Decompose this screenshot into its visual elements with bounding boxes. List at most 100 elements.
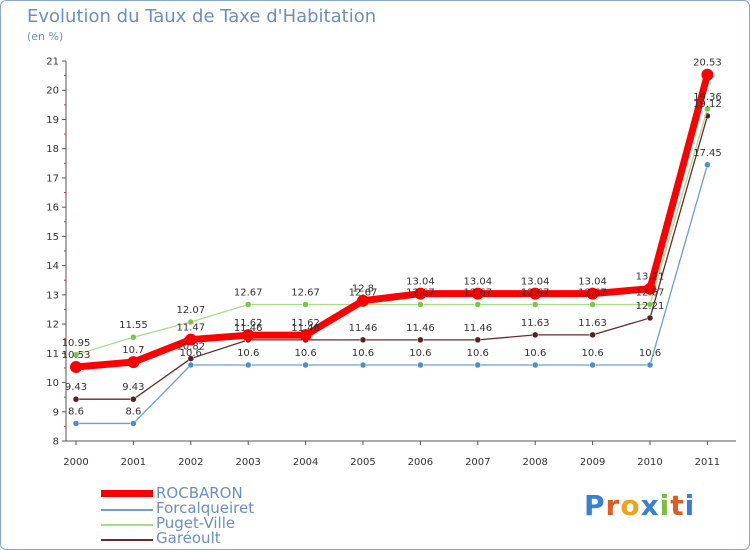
data-label: 12.67 bbox=[636, 287, 665, 298]
data-label: 10.6 bbox=[467, 348, 489, 359]
y-tick-label: 19 bbox=[46, 115, 59, 126]
y-tick-label: 12 bbox=[46, 320, 59, 331]
data-point bbox=[704, 105, 711, 113]
data-label: 12.67 bbox=[291, 287, 320, 298]
data-point bbox=[589, 361, 596, 369]
data-label: 12.21 bbox=[636, 301, 665, 312]
data-point bbox=[417, 301, 424, 308]
legend-label: Puget-Ville bbox=[156, 514, 236, 532]
data-point bbox=[589, 331, 596, 339]
data-label: 13.04 bbox=[463, 277, 492, 288]
data-label: 10.6 bbox=[180, 348, 202, 359]
data-point bbox=[72, 351, 80, 359]
data-label: 17.45 bbox=[693, 148, 722, 159]
data-label: 10.6 bbox=[524, 348, 546, 359]
data-point bbox=[244, 361, 252, 369]
series-line-rocbaron bbox=[72, 71, 711, 371]
data-label: 8.6 bbox=[125, 406, 141, 417]
logo-letter: r bbox=[605, 489, 621, 522]
y-tick-label: 14 bbox=[46, 261, 59, 272]
y-tick-label: 8 bbox=[53, 437, 59, 448]
data-point bbox=[187, 355, 195, 362]
logo-letter: P bbox=[584, 489, 606, 522]
data-point bbox=[187, 361, 195, 369]
data-point bbox=[414, 287, 427, 300]
data-label: 8.6 bbox=[68, 406, 84, 417]
data-point bbox=[474, 361, 482, 369]
data-label: 10.6 bbox=[409, 348, 431, 359]
data-label: 10.6 bbox=[639, 348, 661, 359]
data-label: 11.46 bbox=[234, 323, 263, 334]
data-point bbox=[646, 361, 654, 369]
logo-letter: o bbox=[620, 489, 641, 522]
data-point bbox=[474, 336, 482, 344]
series-line-garéoult bbox=[75, 115, 709, 400]
data-point bbox=[646, 301, 654, 308]
data-label: 11.63 bbox=[521, 318, 550, 329]
data-label: 11.62 bbox=[291, 318, 320, 329]
line-chart: 8 9 10 11 12 13 14 15 16 17 18 19 20 21 2000 2001 2002 20… bbox=[46, 57, 736, 468]
data-point bbox=[417, 361, 424, 369]
data-label: 19.36 bbox=[693, 92, 722, 103]
data-label: 10.7 bbox=[122, 345, 144, 356]
data-point bbox=[302, 301, 309, 308]
logo-letter: i bbox=[659, 489, 671, 522]
logo-letter: i bbox=[684, 489, 696, 522]
legend-label: Garéoult bbox=[156, 529, 221, 547]
x-tick-label: 2001 bbox=[121, 457, 146, 468]
data-point bbox=[70, 361, 82, 374]
legend-label: ROCBARON bbox=[156, 484, 243, 502]
x-tick-label: 2010 bbox=[637, 457, 662, 468]
legend-swatch bbox=[101, 509, 153, 511]
data-label: 12.67 bbox=[578, 287, 607, 298]
data-label: 13.21 bbox=[636, 272, 665, 283]
data-point bbox=[529, 287, 542, 300]
logo-letter: t bbox=[670, 489, 685, 522]
data-label: 10.6 bbox=[581, 348, 603, 359]
data-label: 20.53 bbox=[693, 58, 722, 69]
data-label: 11.46 bbox=[291, 323, 320, 334]
data-point bbox=[471, 287, 484, 300]
data-point bbox=[701, 68, 714, 81]
data-point bbox=[72, 395, 80, 403]
y-tick-label: 16 bbox=[46, 203, 59, 214]
data-point bbox=[589, 301, 596, 308]
data-label: 19.12 bbox=[693, 99, 722, 110]
chart-title: Evolution du Taux de Taxe d'Habitation bbox=[27, 6, 377, 27]
x-tick-label: 2009 bbox=[580, 457, 605, 468]
data-point bbox=[531, 331, 539, 339]
data-point bbox=[302, 361, 309, 369]
data-point bbox=[127, 356, 140, 369]
x-tick-label: 2000 bbox=[63, 457, 88, 468]
data-label: 13.04 bbox=[406, 277, 435, 288]
data-point bbox=[130, 333, 137, 341]
data-label: 9.43 bbox=[122, 382, 144, 393]
proxiti-logo: Proxiti bbox=[584, 489, 695, 522]
data-point bbox=[184, 333, 197, 346]
data-label: 10.6 bbox=[294, 348, 316, 359]
data-point bbox=[359, 361, 367, 369]
data-point bbox=[72, 420, 80, 427]
data-point bbox=[531, 301, 539, 308]
legend-swatch bbox=[101, 524, 153, 526]
x-tick-label: 2004 bbox=[293, 457, 318, 468]
data-point bbox=[244, 301, 252, 308]
data-label: 11.46 bbox=[349, 323, 378, 334]
data-label: 10.53 bbox=[62, 350, 91, 361]
data-label: 12.8 bbox=[352, 284, 374, 295]
y-tick-label: 21 bbox=[46, 57, 59, 68]
data-label: 12.67 bbox=[234, 287, 263, 298]
unit-label: (en %) bbox=[27, 30, 64, 43]
y-tick-label: 9 bbox=[53, 407, 59, 418]
data-point bbox=[359, 336, 367, 344]
data-label: 11.55 bbox=[119, 320, 148, 331]
x-tick-label: 2006 bbox=[408, 457, 433, 468]
y-tick-label: 11 bbox=[46, 349, 59, 360]
y-tick-label: 13 bbox=[46, 290, 59, 301]
data-point bbox=[531, 361, 539, 369]
data-label: 11.63 bbox=[578, 318, 607, 329]
data-point bbox=[704, 161, 711, 169]
data-point bbox=[586, 287, 599, 300]
data-point bbox=[474, 301, 482, 308]
